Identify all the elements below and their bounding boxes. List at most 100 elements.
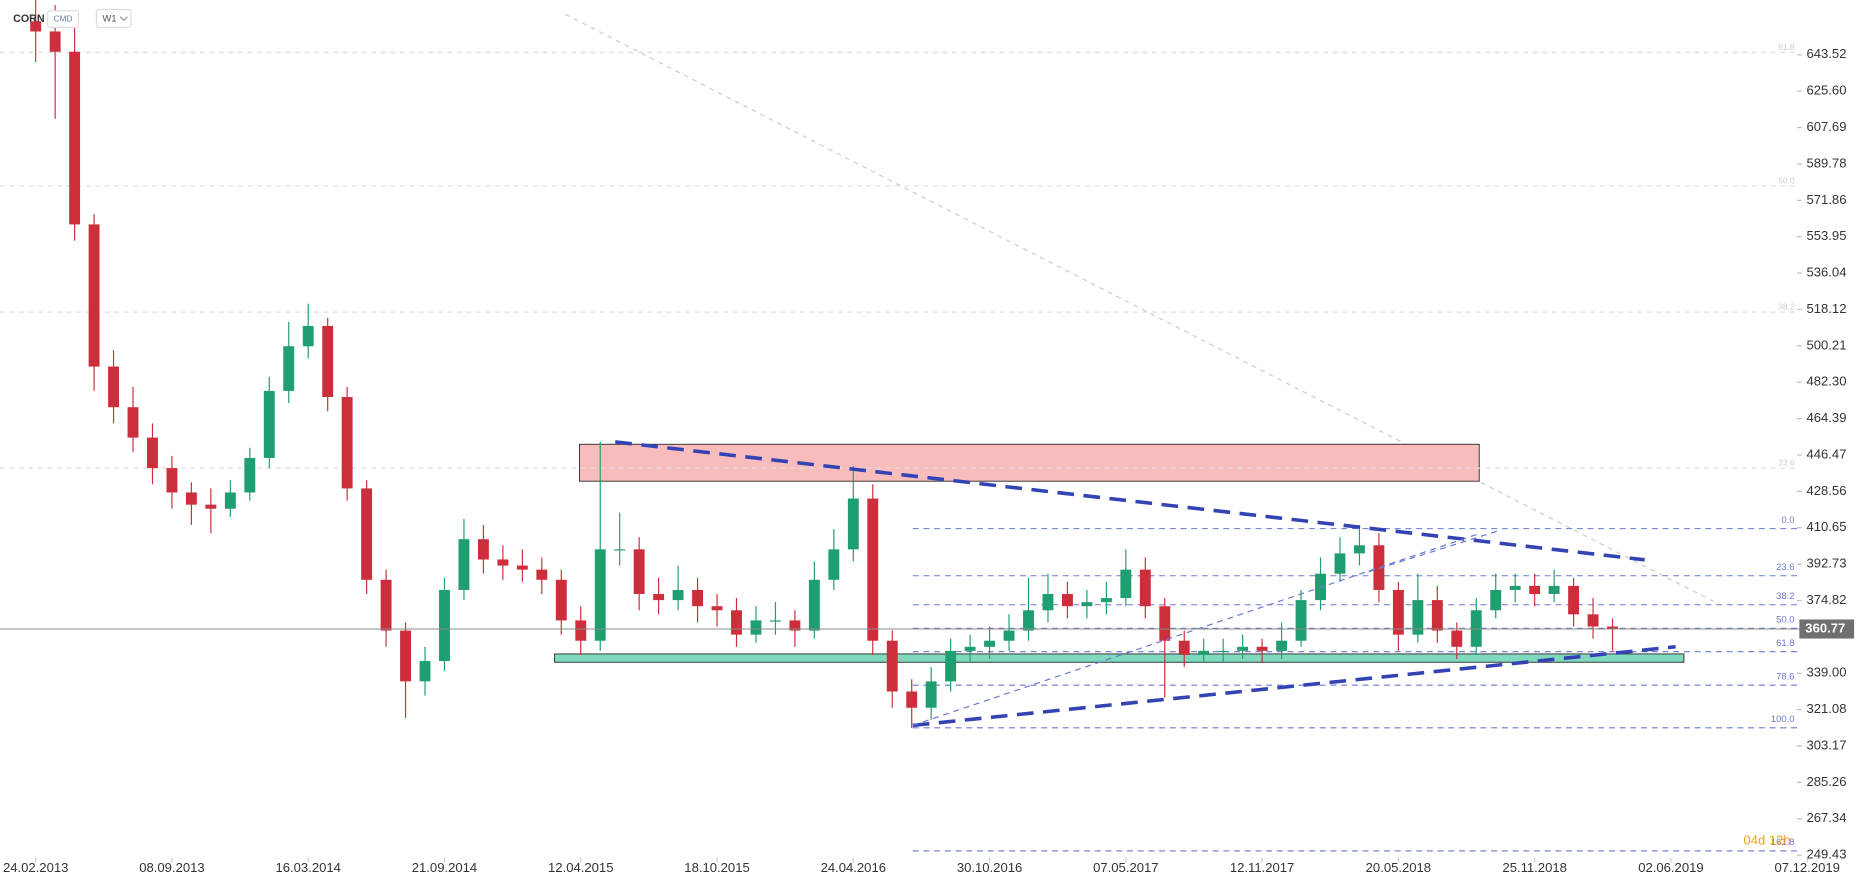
candle-body	[847, 498, 859, 550]
candle-body	[984, 640, 996, 647]
x-tick-label: 24.02.2013	[3, 860, 68, 875]
candle-body	[283, 346, 295, 391]
candle-body	[302, 325, 314, 347]
header: CORN CMD W1 04d 12h	[13, 8, 1791, 847]
tag[interactable]: CMD	[54, 13, 73, 23]
fib-label: 0.0	[1781, 515, 1794, 526]
candle-body	[147, 437, 158, 469]
candle-body	[497, 559, 509, 566]
candle-body	[1003, 630, 1015, 641]
tag-box[interactable]	[95, 8, 132, 28]
y-tick-label: 249.43	[1806, 847, 1846, 862]
fib-major-label: 23.6	[1778, 458, 1795, 468]
candle-body	[1295, 600, 1307, 641]
candle-body	[711, 606, 723, 611]
candle-body	[244, 457, 256, 493]
x-tick-label: 24.04.2016	[821, 860, 886, 875]
candle-body	[127, 407, 139, 438]
x-tick-label: 12.04.2015	[548, 860, 613, 875]
y-tick-label: 625.60	[1806, 83, 1846, 98]
candle-body	[400, 630, 412, 682]
candle-body	[536, 569, 548, 580]
candle-body	[1607, 626, 1618, 630]
lower-trendline	[912, 644, 1676, 728]
y-tick-label: 374.82	[1806, 592, 1846, 607]
candle-body	[166, 468, 178, 493]
fib-label: 78.6	[1776, 671, 1795, 682]
y-tick-label: 571.86	[1806, 192, 1846, 207]
y-tick-label: 482.30	[1806, 374, 1846, 389]
candle-body	[458, 539, 470, 590]
candle-body	[263, 390, 275, 458]
fib-label: 161.8	[1771, 837, 1795, 848]
y-tick-label: 428.56	[1806, 483, 1846, 498]
channel-line	[1368, 530, 1498, 573]
y-tick-label: 285.26	[1806, 774, 1846, 789]
tag-box[interactable]	[47, 10, 80, 28]
fib-major-label: 38.2	[1778, 302, 1795, 312]
support-zone	[554, 653, 1685, 663]
upper-trendline	[615, 440, 1645, 562]
candle-body	[633, 549, 645, 595]
candle-body	[361, 488, 373, 580]
candle-body	[1276, 640, 1288, 651]
candle-body	[672, 589, 684, 601]
candle-body	[1023, 610, 1034, 631]
x-tick-label: 20.05.2018	[1366, 860, 1431, 875]
candle-body	[1392, 589, 1404, 635]
candle-body	[108, 366, 119, 408]
drawings-front	[615, 440, 1676, 728]
candle-body	[653, 594, 665, 601]
candle-body	[205, 504, 217, 509]
x-tick-label: 25.11.2018	[1502, 860, 1566, 875]
candle-body	[1100, 598, 1112, 603]
y-tick-label: 607.69	[1806, 119, 1846, 134]
fib-label: 61.8	[1776, 638, 1795, 649]
candle-body	[1061, 594, 1073, 607]
x-tick-label: 16.03.2014	[275, 860, 340, 875]
y-tick-label: 589.78	[1806, 155, 1846, 170]
candle-body	[614, 549, 626, 551]
candle-body	[925, 681, 937, 708]
y-tick-label: 267.34	[1806, 810, 1846, 825]
candle-body	[886, 640, 898, 692]
candle-body	[1120, 569, 1132, 599]
candle-body	[516, 565, 528, 570]
y-tick-label: 518.12	[1806, 301, 1846, 316]
countdown: 04d 12h	[1743, 832, 1790, 847]
candle-body	[49, 31, 61, 52]
y-tick-label: 553.95	[1806, 228, 1846, 243]
y-tick-label: 321.08	[1806, 701, 1846, 716]
x-tick-label: 08.09.2013	[139, 860, 204, 875]
candle-body	[945, 650, 957, 682]
fib-label: 100.0	[1771, 714, 1795, 725]
fib-label: 50.0	[1776, 614, 1795, 625]
y-tick-label: 303.17	[1806, 737, 1846, 752]
candle-body	[1217, 650, 1229, 653]
candle-body	[1198, 650, 1210, 655]
candle-body	[1529, 585, 1541, 595]
dropdown-arrow[interactable]	[119, 16, 128, 22]
candle-body	[1451, 630, 1463, 647]
y-tick-label: 643.52	[1806, 46, 1846, 61]
candle-body	[1509, 585, 1521, 590]
x-tick-label: 18.10.2015	[684, 860, 749, 875]
candle-body	[322, 325, 334, 398]
drawings-back	[554, 13, 1714, 663]
candle-body	[224, 492, 236, 509]
y-tick-label: 392.73	[1806, 556, 1846, 571]
candle-body	[69, 51, 81, 225]
tag[interactable]: W1	[102, 14, 116, 25]
x-tick-label: 07.12.2019	[1774, 860, 1839, 875]
resistance-zone	[579, 443, 1480, 482]
candle-body	[828, 549, 840, 580]
candle-body	[1490, 589, 1502, 611]
candle-body	[692, 589, 704, 607]
candle-body	[341, 397, 353, 489]
y-tick-label: 339.00	[1806, 665, 1846, 680]
x-tick-label: 12.11.2017	[1230, 860, 1294, 875]
fib-label: 38.2	[1776, 591, 1795, 602]
